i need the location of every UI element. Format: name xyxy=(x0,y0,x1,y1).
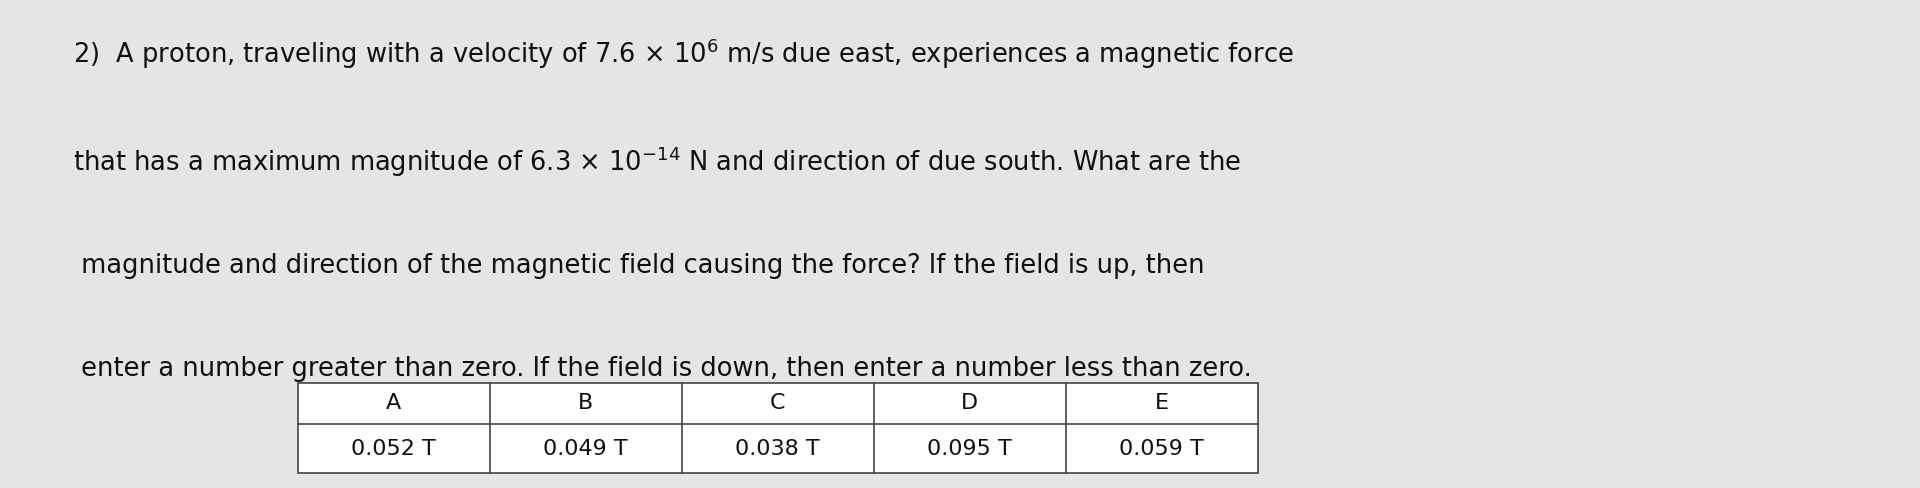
Text: enter a number greater than zero. If the field is down, then enter a number less: enter a number greater than zero. If the… xyxy=(73,356,1252,382)
Text: 0.059 T: 0.059 T xyxy=(1119,439,1204,459)
Text: D: D xyxy=(962,393,977,413)
Text: that has a maximum magnitude of 6.3 × 10$^{-14}$ N and direction of due south. W: that has a maximum magnitude of 6.3 × 10… xyxy=(73,144,1240,179)
Text: B: B xyxy=(578,393,593,413)
Text: 0.095 T: 0.095 T xyxy=(927,439,1012,459)
Text: C: C xyxy=(770,393,785,413)
Text: E: E xyxy=(1154,393,1169,413)
Text: 0.038 T: 0.038 T xyxy=(735,439,820,459)
Bar xyxy=(298,383,1258,473)
Text: 0.049 T: 0.049 T xyxy=(543,439,628,459)
Text: 0.052 T: 0.052 T xyxy=(351,439,436,459)
Text: 2)  A proton, traveling with a velocity of 7.6 × 10$^{6}$ m/s due east, experien: 2) A proton, traveling with a velocity o… xyxy=(73,37,1294,71)
Text: magnitude and direction of the magnetic field causing the force? If the field is: magnitude and direction of the magnetic … xyxy=(73,253,1204,279)
Text: A: A xyxy=(386,393,401,413)
